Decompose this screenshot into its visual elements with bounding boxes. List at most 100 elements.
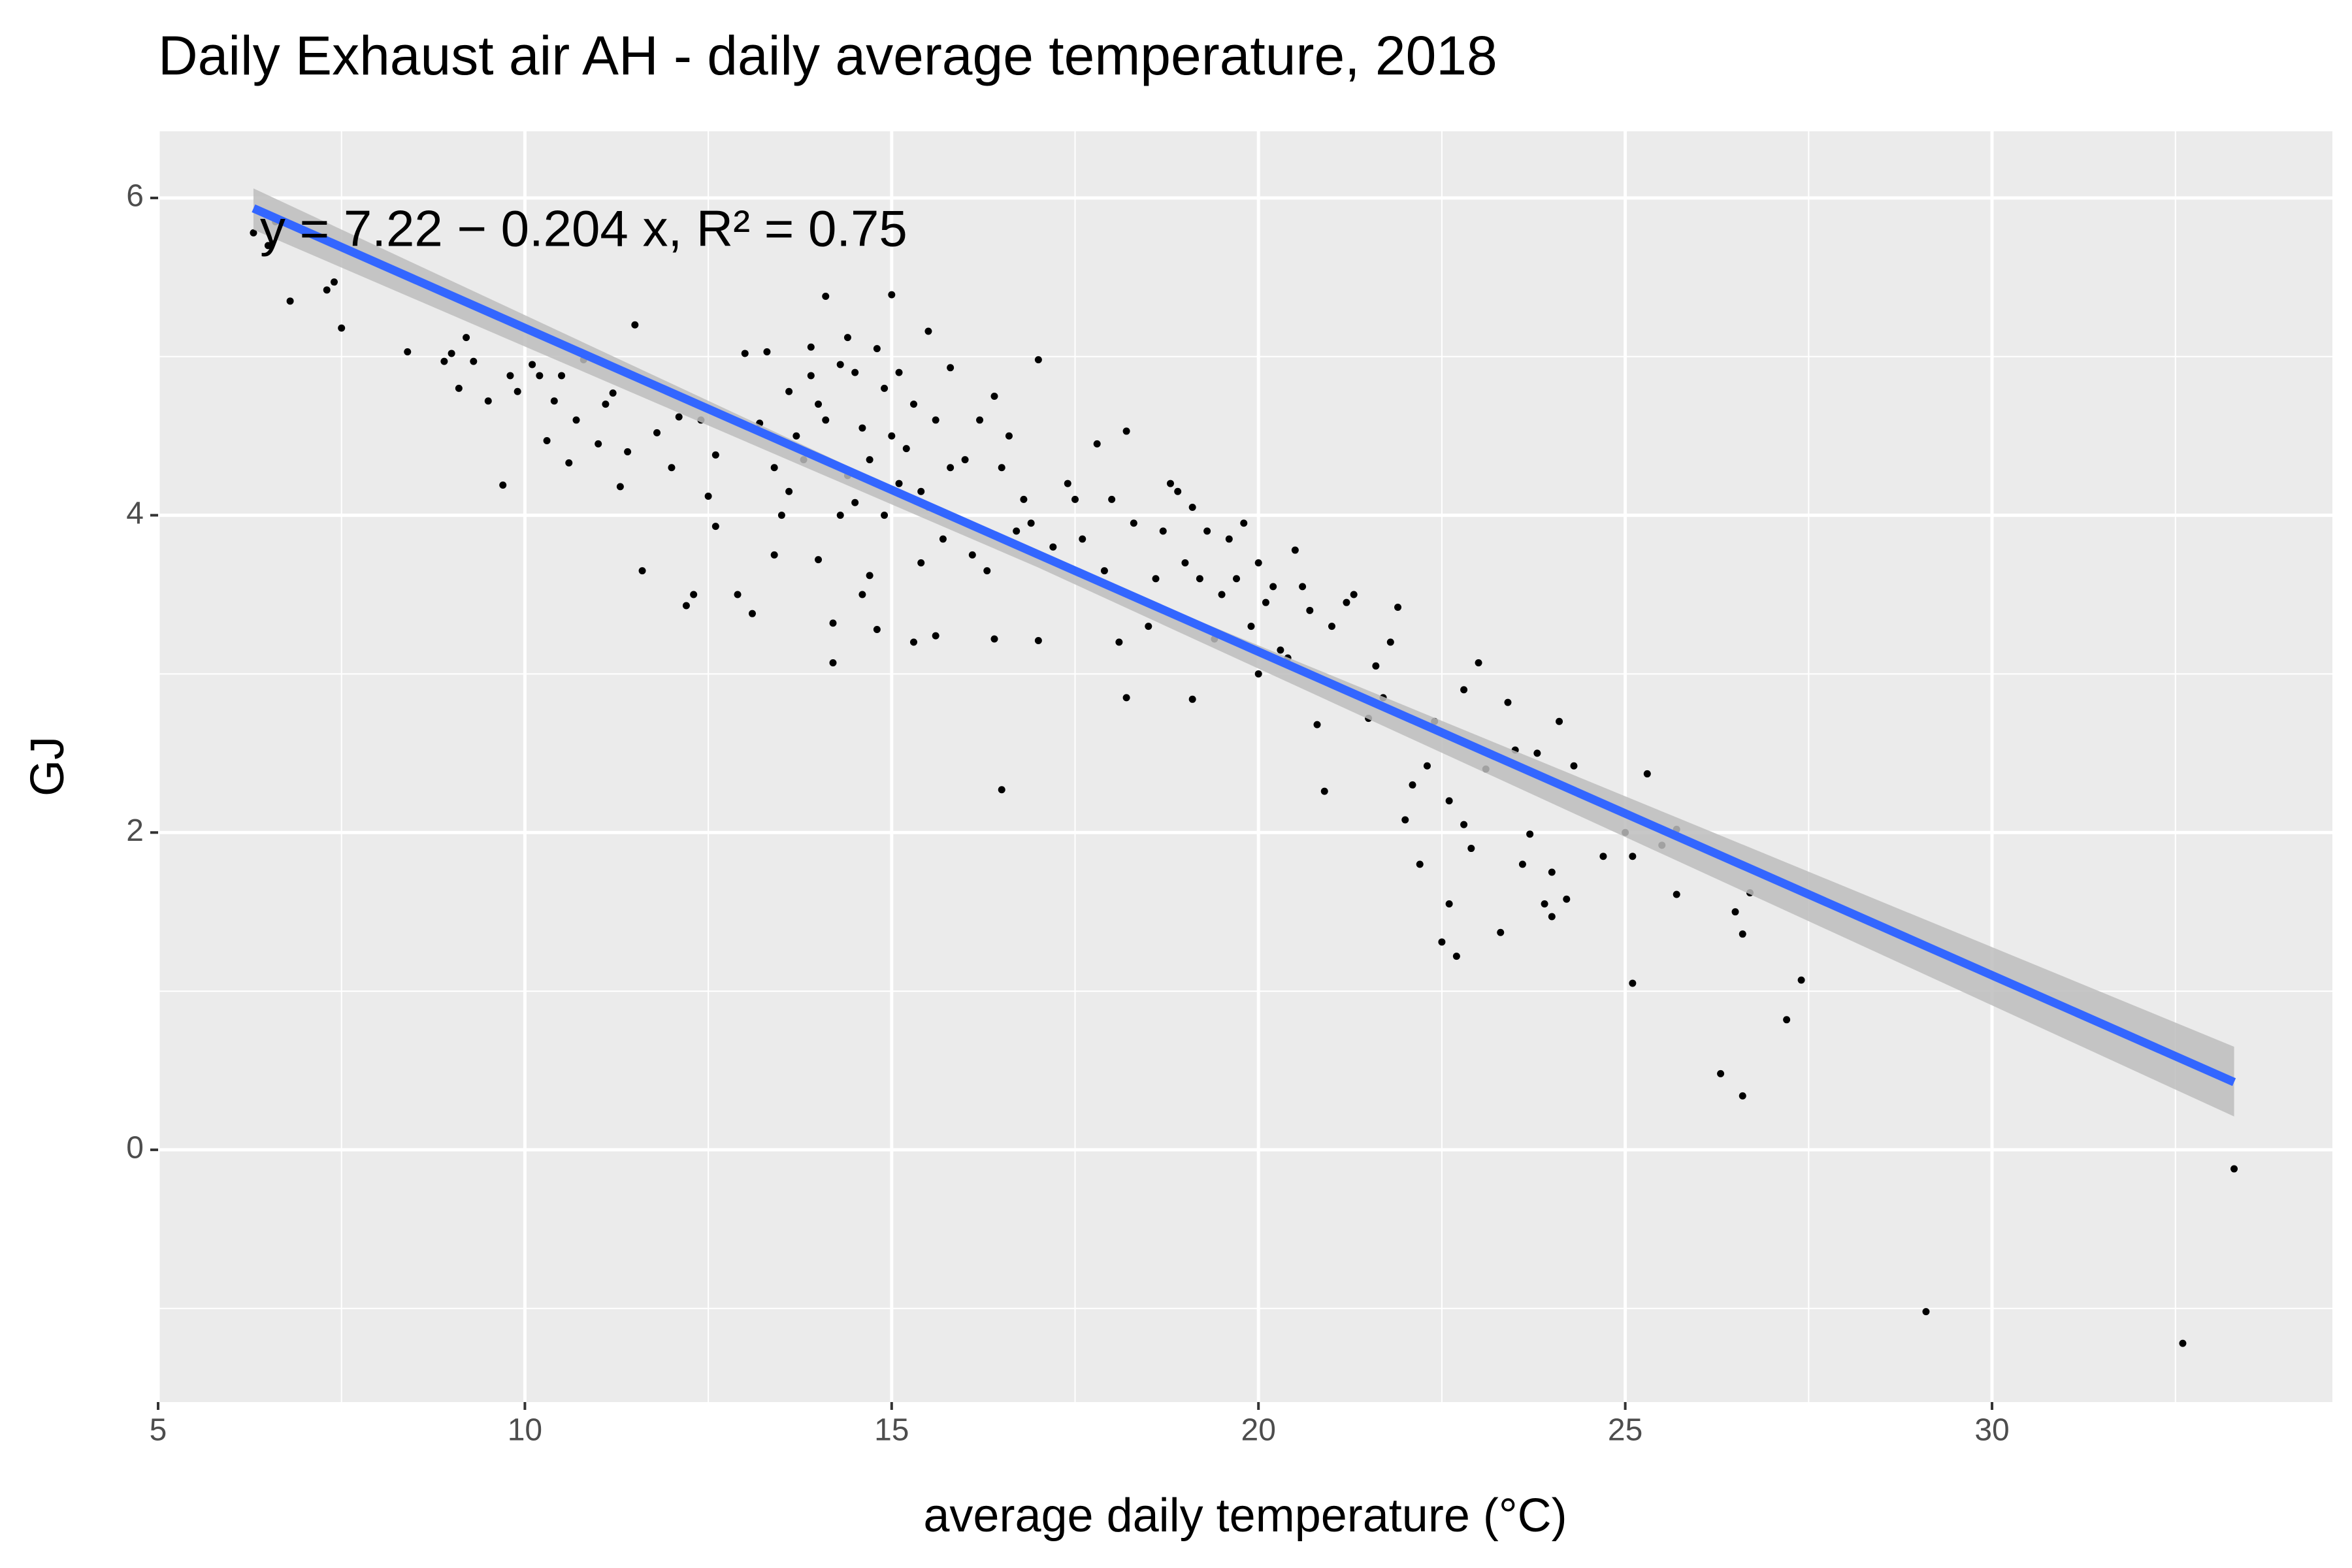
point (323, 286, 331, 294)
point (631, 321, 639, 329)
point (785, 387, 793, 395)
point (932, 416, 939, 424)
point (873, 625, 881, 633)
x-tick-label: 20 (1241, 1413, 1276, 1448)
point (748, 610, 756, 617)
point (815, 556, 823, 564)
point (455, 384, 463, 392)
point (595, 440, 602, 448)
point (250, 229, 257, 237)
point (1093, 440, 1101, 448)
point (1262, 598, 1269, 606)
point (1629, 979, 1637, 987)
point (822, 416, 830, 424)
point (1166, 480, 1174, 487)
point (536, 372, 544, 380)
x-tick-label: 10 (508, 1413, 542, 1448)
point (1452, 953, 1460, 960)
point (506, 372, 514, 380)
point (1079, 535, 1086, 543)
point (888, 291, 896, 299)
point (1034, 636, 1042, 644)
point (881, 512, 889, 519)
point (2179, 1339, 2187, 1347)
point (499, 481, 507, 489)
point (1497, 928, 1505, 936)
point (734, 591, 742, 598)
point (947, 464, 955, 472)
point (1438, 938, 1446, 946)
point (1401, 816, 1409, 824)
point (1570, 762, 1578, 770)
point (1783, 1016, 1791, 1024)
point (866, 572, 874, 580)
point (843, 334, 851, 342)
point (1423, 762, 1431, 770)
point (1350, 591, 1358, 598)
point (895, 480, 903, 487)
point (1797, 976, 1805, 984)
point (1739, 930, 1746, 938)
point (947, 364, 955, 372)
point (1320, 787, 1328, 795)
point (785, 487, 793, 495)
point (1739, 1092, 1746, 1100)
point (1005, 432, 1013, 440)
point (873, 345, 881, 353)
point (1386, 638, 1394, 646)
point (711, 523, 719, 531)
point (1563, 895, 1571, 903)
point (572, 416, 580, 424)
point (1922, 1308, 1930, 1316)
point (1064, 480, 1071, 487)
point (448, 350, 455, 357)
point (675, 413, 683, 421)
point (1240, 519, 1248, 527)
point (1122, 427, 1130, 435)
point (602, 400, 610, 408)
point (1188, 503, 1196, 511)
point (1027, 519, 1035, 527)
point (463, 334, 470, 342)
point (1599, 853, 1607, 860)
x-tick-label: 30 (1974, 1413, 2009, 1448)
point (550, 397, 558, 405)
point (1409, 781, 1416, 789)
point (909, 400, 917, 408)
point (1145, 623, 1152, 630)
point (609, 389, 617, 397)
point (1328, 623, 1335, 630)
point (763, 348, 771, 356)
point (917, 559, 925, 566)
point (1130, 519, 1137, 527)
point (653, 429, 661, 436)
point (1533, 749, 1541, 757)
point (990, 635, 998, 643)
point (704, 492, 712, 500)
point (529, 361, 536, 368)
point (711, 451, 719, 459)
point (1225, 535, 1233, 543)
point (484, 397, 492, 405)
point (1181, 559, 1189, 566)
y-axis-title: GJ (22, 736, 74, 796)
x-tick-label: 5 (150, 1413, 167, 1448)
point (1518, 860, 1526, 868)
confidence-band (253, 188, 2234, 1117)
point (917, 487, 925, 495)
point (836, 512, 844, 519)
point (1115, 638, 1123, 646)
point (741, 350, 749, 357)
point (1504, 698, 1512, 706)
point (1445, 797, 1453, 805)
point (1159, 527, 1167, 535)
point (470, 357, 478, 365)
point (1188, 695, 1196, 703)
point (807, 372, 815, 380)
point (1233, 575, 1241, 583)
point (1299, 583, 1307, 591)
point (851, 498, 859, 506)
point (543, 437, 551, 445)
point (1526, 830, 1534, 838)
point (998, 464, 1005, 472)
